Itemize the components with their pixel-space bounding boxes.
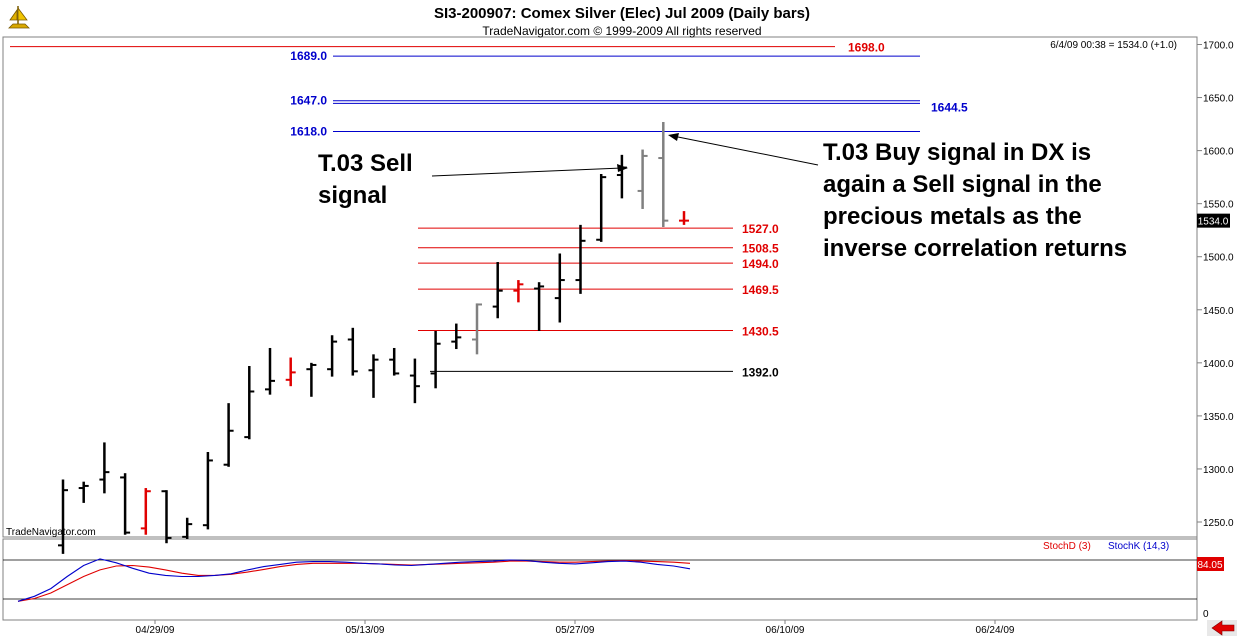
- buy-signal-arrowhead: [668, 133, 679, 141]
- date-axis: 04/29/09 05/13/09 05/27/09 06/10/09 06/24/09: [136, 620, 1015, 636]
- ohlc-bar: [120, 473, 131, 535]
- y-tick-label: 1550.0: [1203, 200, 1234, 211]
- y-tick-label: 1450.0: [1203, 306, 1234, 317]
- ohlc-bar: [492, 262, 503, 319]
- y-tick-label: 1300.0: [1203, 465, 1234, 476]
- y-tick-label: 1600.0: [1203, 147, 1234, 158]
- ohlc-bar: [575, 224, 586, 294]
- ohlc-bar: [534, 282, 545, 331]
- level-label: 1392.0: [742, 365, 779, 379]
- stoch-axis-zero: 0: [1203, 609, 1209, 620]
- buy-signal-line-2: again a Sell signal in the: [823, 171, 1102, 198]
- stoch-last-value-box: [1197, 557, 1224, 571]
- sell-signal-annotation: T.03 Sell signal: [318, 150, 628, 209]
- ohlc-bar: [182, 517, 193, 539]
- stoch-last-value-label: 84.05: [1197, 560, 1222, 571]
- level-label: 1618.0: [290, 125, 327, 139]
- level-label: 1698.0: [848, 41, 885, 55]
- ohlc-bar: [554, 253, 565, 323]
- ohlc-bar: [223, 403, 234, 467]
- ohlc-bar: [327, 335, 338, 377]
- sell-signal-arrowhead: [617, 164, 628, 172]
- scroll-right-arrow-icon[interactable]: [1207, 620, 1237, 636]
- ohlc-bar: [78, 481, 89, 503]
- ohlc-bar: [285, 357, 296, 387]
- ohlc-bar: [679, 211, 689, 225]
- price-gridlines: [1197, 44, 1202, 523]
- watermark-text: TradeNavigator.com: [6, 527, 96, 538]
- ohlc-bar: [409, 358, 420, 404]
- x-tick-label: 06/24/09: [976, 625, 1015, 636]
- buy-signal-arrow: [672, 135, 819, 166]
- ohlc-bar: [658, 121, 669, 228]
- ohlc-bar: [244, 366, 255, 440]
- y-tick-label: 1250.0: [1203, 518, 1234, 529]
- ohlc-bar: [265, 347, 275, 395]
- ohlc-bar: [140, 488, 151, 535]
- last-quote-readout: 6/4/09 00:38 = 1534.0 (+1.0): [1050, 40, 1177, 51]
- buy-signal-line-3: precious metals as the: [823, 203, 1082, 230]
- tradenavigator-logo-icon[interactable]: [3, 3, 35, 33]
- level-label: 1469.5: [742, 283, 779, 297]
- y-tick-label: 1650.0: [1203, 94, 1234, 105]
- ohlc-bar: [58, 479, 68, 554]
- ohlc-bar: [368, 354, 379, 398]
- x-tick-label: 04/29/09: [136, 625, 175, 636]
- last-price-label: 1534.0: [1198, 217, 1229, 228]
- stoch-series-line: [17, 558, 691, 602]
- stochd-legend: StochD (3): [1043, 541, 1091, 552]
- ohlc-bar: [637, 149, 648, 209]
- x-tick-label: 05/27/09: [556, 625, 595, 636]
- ohlc-bar: [161, 490, 172, 544]
- chart-title: SI3-200907: Comex Silver (Elec) Jul 2009…: [434, 5, 810, 22]
- x-tick-label: 05/13/09: [346, 625, 385, 636]
- ohlc-bar: [389, 347, 400, 376]
- y-tick-label: 1350.0: [1203, 412, 1234, 423]
- level-label: 1644.5: [931, 100, 968, 114]
- ohlc-bar: [306, 362, 317, 397]
- y-tick-label: 1700.0: [1203, 41, 1234, 52]
- last-price-marker: 1534.0: [1197, 213, 1230, 228]
- price-axis-ticks: 1250.0 1300.0 1350.0 1400.0 1450.0 1500.0 1550…: [1203, 41, 1234, 530]
- level-label: 1494.0: [742, 257, 779, 271]
- ohlc-bar: [472, 303, 482, 355]
- sell-signal-line-1: T.03 Sell: [318, 150, 413, 177]
- stochastic-lines: [3, 558, 1197, 602]
- level-lines: 1698.0 1689.0 1647.0 1644.5 1618.0 1527.0 1508…: [10, 41, 968, 379]
- ohlc-bar: [202, 451, 213, 530]
- level-label: 1430.5: [742, 324, 779, 338]
- level-label: 1508.5: [742, 242, 779, 256]
- level-label: 1647.0: [290, 94, 327, 108]
- y-tick-label: 1500.0: [1203, 253, 1234, 264]
- ohlc-bar: [451, 323, 462, 350]
- buy-signal-line-4: inverse correlation returns: [823, 235, 1127, 262]
- level-label: 1689.0: [290, 49, 327, 63]
- ohlc-bar: [513, 280, 524, 303]
- x-tick-label: 06/10/09: [766, 625, 805, 636]
- ohlc-bar: [430, 331, 441, 389]
- buy-signal-line-1: T.03 Buy signal in DX is: [823, 139, 1091, 166]
- sell-signal-arrow: [431, 167, 623, 177]
- buy-signal-annotation: T.03 Buy signal in DX is again a Sell si…: [668, 133, 1127, 262]
- level-label: 1527.0: [742, 222, 779, 236]
- ohlc-bar: [99, 442, 110, 494]
- sell-signal-line-2: signal: [318, 182, 387, 209]
- price-bars: [58, 121, 689, 554]
- stochk-legend: StochK (14,3): [1108, 541, 1169, 552]
- copyright-text: TradeNavigator.com © 1999-2009 All right…: [482, 24, 761, 38]
- ohlc-bar: [347, 327, 358, 376]
- ohlc-bar: [596, 173, 607, 242]
- y-tick-label: 1400.0: [1203, 359, 1234, 370]
